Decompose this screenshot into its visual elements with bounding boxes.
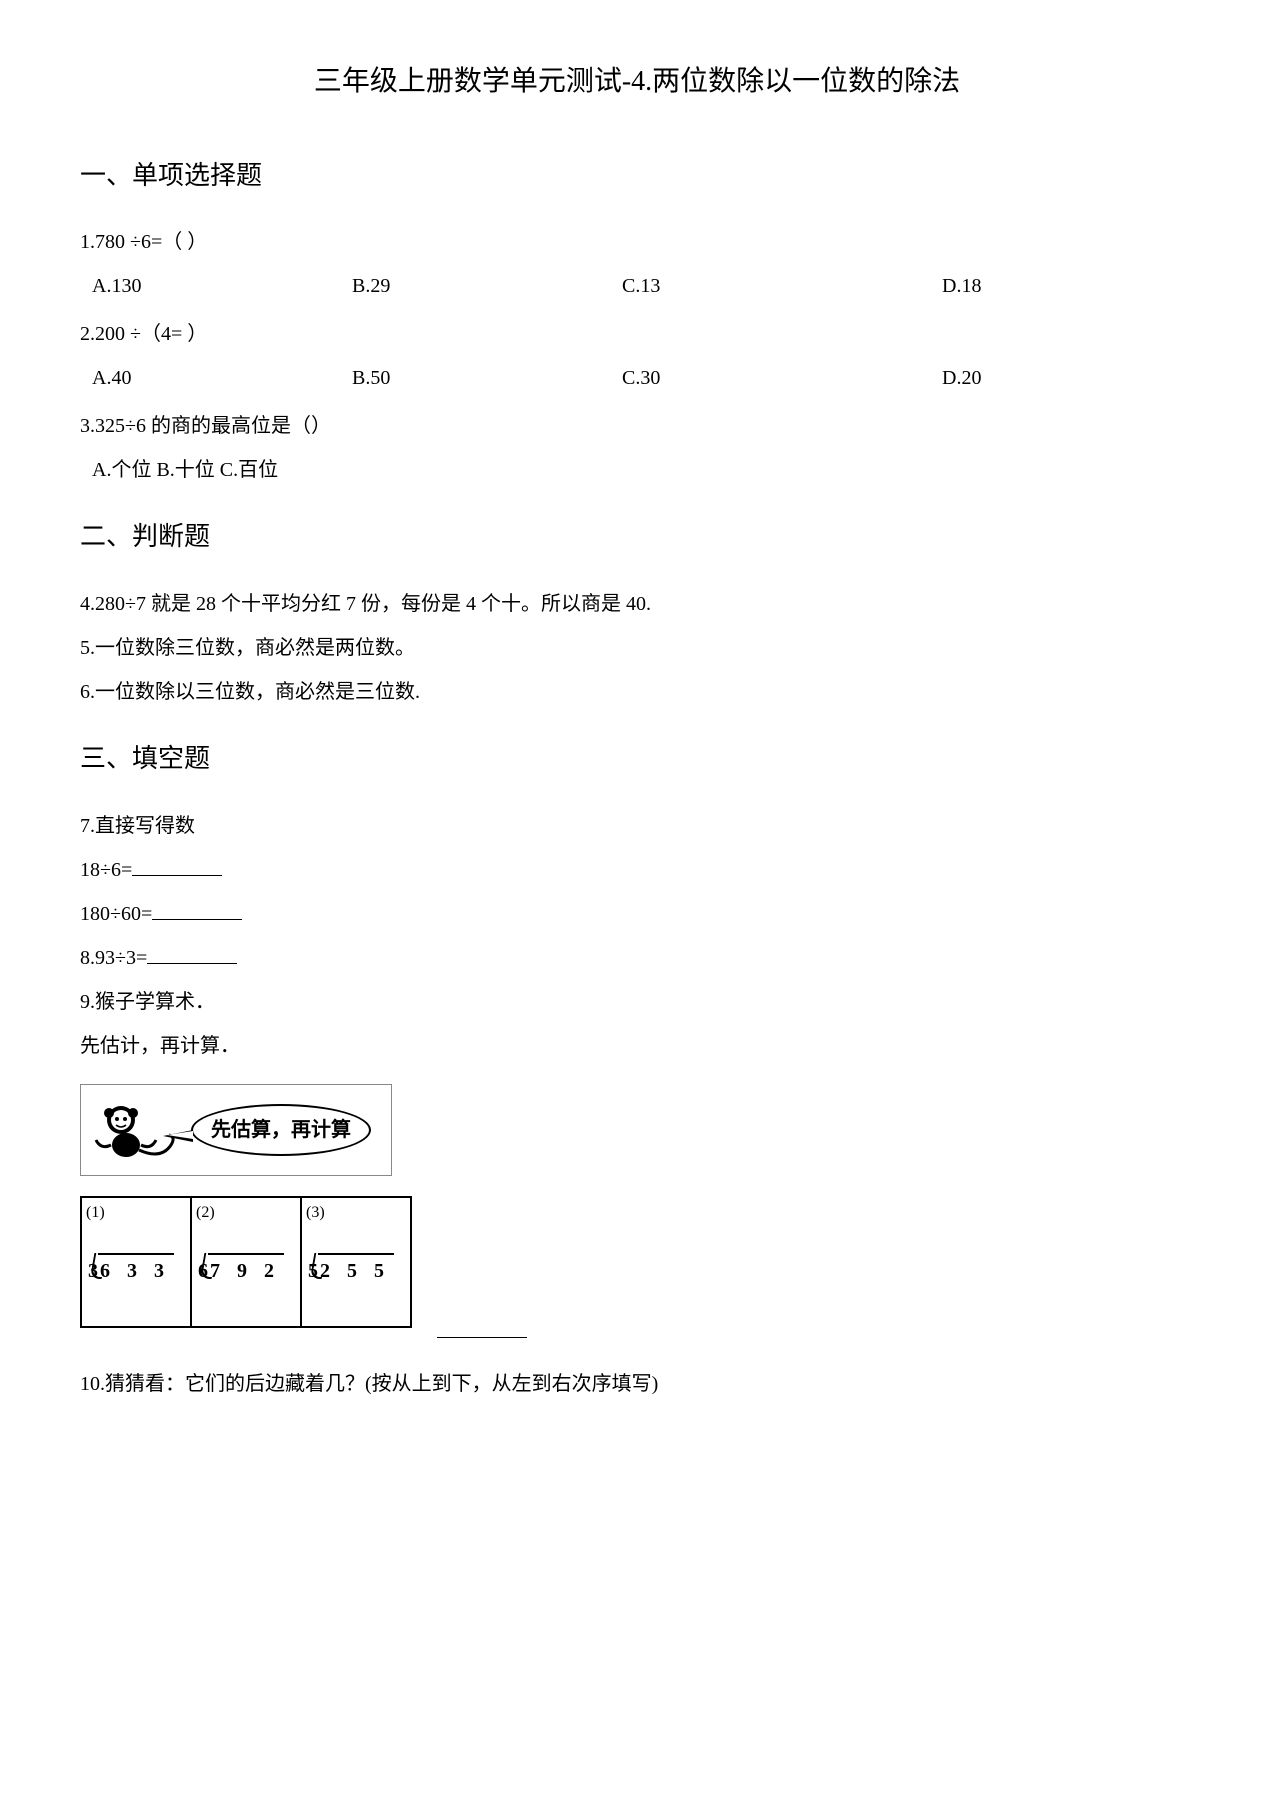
div-cell-1: (1) 36 3 3	[82, 1198, 192, 1326]
q1-choice-a: A.130	[80, 270, 352, 302]
q7-l1-text: 18÷6=	[80, 859, 132, 881]
section-2-heading: 二、判断题	[80, 516, 1194, 558]
long-division-3: 52 5 5	[308, 1253, 394, 1287]
blank	[152, 899, 242, 920]
q2-choice-d: D.20	[942, 362, 981, 394]
monkey-illustration: 先估算，再计算	[80, 1084, 392, 1176]
q9-stem: 9.猴子学算术．	[80, 986, 1194, 1018]
long-division-2: 67 9 2	[198, 1253, 284, 1287]
q8-text: 8.93÷3=	[80, 947, 147, 969]
section-1-heading: 一、单项选择题	[80, 155, 1194, 197]
q7-stem: 7.直接写得数	[80, 810, 1194, 842]
q6: 6.一位数除以三位数，商必然是三位数.	[80, 676, 1194, 708]
q2-choice-c: C.30	[622, 362, 942, 394]
long-division-1: 36 3 3	[88, 1253, 174, 1287]
cell-label: (2)	[196, 1200, 215, 1226]
div-cell-3: (3) 52 5 5	[302, 1198, 410, 1326]
blank	[437, 1337, 527, 1338]
div-cell-2: (2) 67 9 2	[192, 1198, 302, 1326]
blank	[132, 855, 222, 876]
q1-choice-d: D.18	[942, 270, 981, 302]
dividend: 7 9 2	[208, 1253, 284, 1287]
dividend: 2 5 5	[318, 1253, 394, 1287]
q2-stem: 2.200 ÷（4= ）	[80, 318, 1194, 350]
cell-label: (3)	[306, 1200, 325, 1226]
cell-label: (1)	[86, 1200, 105, 1226]
q8: 8.93÷3=	[80, 942, 1194, 974]
q1-choices: A.130 B.29 C.13 D.18	[80, 270, 1194, 302]
q2-choice-a: A.40	[80, 362, 352, 394]
q1-choice-b: B.29	[352, 270, 622, 302]
q7-l2-text: 180÷60=	[80, 903, 152, 925]
blank	[147, 943, 237, 964]
q7-line2: 180÷60=	[80, 898, 1194, 930]
dividend: 6 3 3	[98, 1253, 174, 1287]
speech-bubble: 先估算，再计算	[191, 1104, 371, 1156]
q7-line1: 18÷6=	[80, 854, 1194, 886]
q2-choice-b: B.50	[352, 362, 622, 394]
long-division-table: (1) 36 3 3 (2) 67 9 2 (3) 52 5 5	[80, 1196, 412, 1328]
q9-sub: 先估计，再计算．	[80, 1030, 1194, 1062]
q10: 10.猜猜看：它们的后边藏着几？(按从上到下，从左到右次序填写)	[80, 1368, 1194, 1400]
q1-choice-c: C.13	[622, 270, 942, 302]
q5: 5.一位数除三位数，商必然是两位数。	[80, 632, 1194, 664]
q3-options: A.个位 B.十位 C.百位	[80, 454, 1194, 486]
section-3-heading: 三、填空题	[80, 738, 1194, 780]
q3-stem: 3.325÷6 的商的最高位是（）	[80, 410, 1194, 442]
page-title: 三年级上册数学单元测试-4.两位数除以一位数的除法	[80, 60, 1194, 105]
q4: 4.280÷7 就是 28 个十平均分红 7 份，每份是 4 个十。所以商是 4…	[80, 588, 1194, 620]
q2-choices: A.40 B.50 C.30 D.20	[80, 362, 1194, 394]
q1-stem: 1.780 ÷6=（ ）	[80, 226, 1194, 258]
